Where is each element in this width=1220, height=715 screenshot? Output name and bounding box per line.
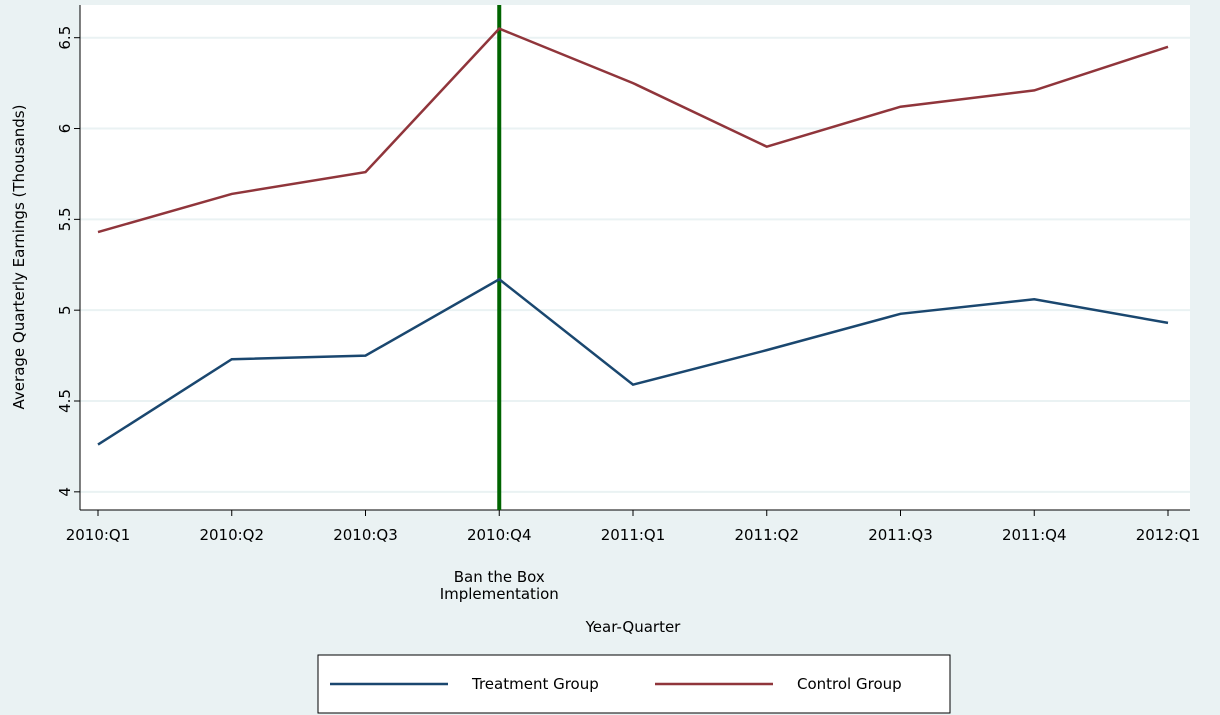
y-axis-label: Average Quarterly Earnings (Thousands) [10, 105, 28, 410]
y-tick-label: 5.5 [56, 207, 74, 231]
annotation: Implementation [440, 585, 559, 603]
x-tick-label: 2011:Q2 [734, 526, 799, 544]
x-axis-label: Year-Quarter [585, 618, 682, 636]
legend-label: Treatment Group [471, 675, 599, 693]
x-tick-label: 2010:Q2 [199, 526, 264, 544]
x-tick-label: 2010:Q3 [333, 526, 398, 544]
plot-area [80, 5, 1190, 510]
y-tick-label: 4 [56, 487, 74, 497]
x-tick-label: 2010:Q4 [467, 526, 532, 544]
x-tick-label: 2012:Q1 [1136, 526, 1201, 544]
x-tick-label: 2010:Q1 [66, 526, 131, 544]
y-tick-label: 5 [56, 305, 74, 315]
x-tick-label: 2011:Q4 [1002, 526, 1067, 544]
y-tick-label: 4.5 [56, 389, 74, 413]
y-tick-label: 6.5 [56, 26, 74, 50]
annotation: Ban the Box [454, 568, 545, 586]
series-line [97, 277, 1169, 446]
series-line [97, 27, 1169, 234]
x-tick-label: 2011:Q1 [601, 526, 666, 544]
x-tick-label: 2011:Q3 [868, 526, 933, 544]
y-tick-label: 6 [56, 124, 74, 134]
legend-label: Control Group [797, 675, 902, 693]
